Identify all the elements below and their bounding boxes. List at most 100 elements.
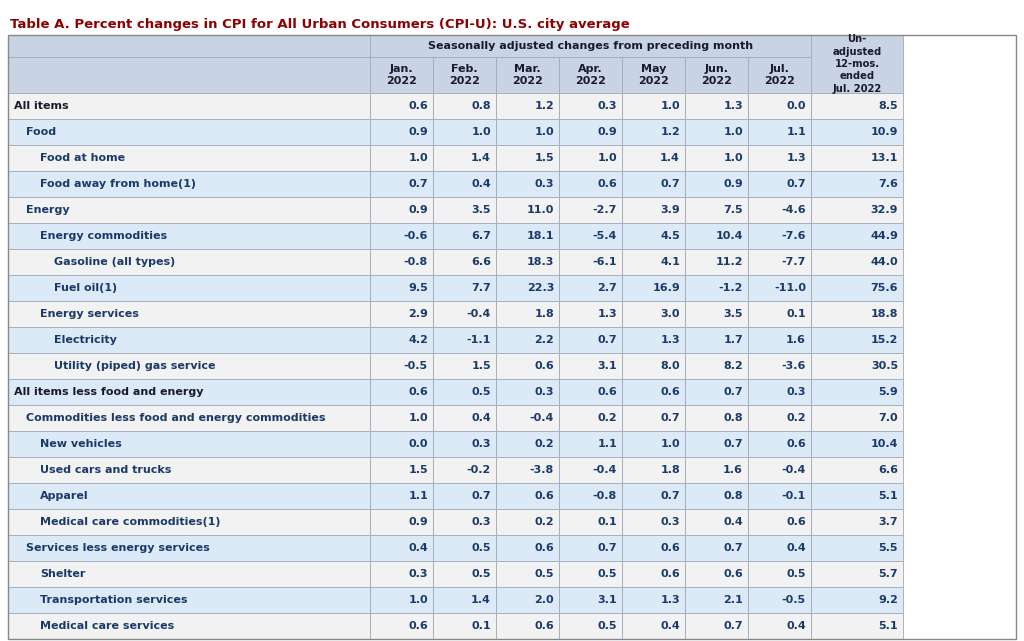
Text: Jun.
2022: Jun. 2022 <box>701 64 732 86</box>
Text: Electricity: Electricity <box>54 335 117 345</box>
Bar <box>8 275 370 301</box>
Bar <box>748 327 811 353</box>
Text: -5.4: -5.4 <box>593 231 617 241</box>
Bar <box>811 223 903 249</box>
Text: 5.1: 5.1 <box>879 491 898 501</box>
Bar <box>8 353 370 379</box>
Bar <box>8 613 370 639</box>
Text: Apr.
2022: Apr. 2022 <box>575 64 606 86</box>
Text: Services less energy services: Services less energy services <box>26 543 210 553</box>
Text: 0.6: 0.6 <box>597 179 617 189</box>
Bar <box>811 509 903 535</box>
Bar <box>811 197 903 223</box>
Bar <box>370 249 433 275</box>
Text: 0.7: 0.7 <box>723 621 743 631</box>
Text: 2.0: 2.0 <box>535 595 554 605</box>
Text: 0.1: 0.1 <box>786 309 806 319</box>
Text: 4.5: 4.5 <box>660 231 680 241</box>
Text: Food: Food <box>26 127 56 137</box>
Bar <box>496 483 559 509</box>
Bar <box>811 119 903 145</box>
Text: Transportation services: Transportation services <box>40 595 187 605</box>
Text: 0.5: 0.5 <box>471 387 490 397</box>
Bar <box>748 509 811 535</box>
Text: 75.6: 75.6 <box>870 283 898 293</box>
Bar <box>811 93 903 119</box>
Bar <box>748 353 811 379</box>
Bar <box>622 57 685 93</box>
Bar <box>811 35 903 93</box>
Bar <box>496 145 559 171</box>
Text: 0.8: 0.8 <box>723 491 743 501</box>
Bar <box>370 171 433 197</box>
Text: Shelter: Shelter <box>40 569 85 579</box>
Text: Commodities less food and energy commodities: Commodities less food and energy commodi… <box>26 413 326 423</box>
Bar <box>8 249 370 275</box>
Bar <box>559 509 622 535</box>
Bar <box>622 431 685 457</box>
Text: -3.8: -3.8 <box>529 465 554 475</box>
Bar <box>811 301 903 327</box>
Bar <box>559 275 622 301</box>
Bar <box>685 223 748 249</box>
Bar <box>8 119 370 145</box>
Text: Energy: Energy <box>26 205 70 215</box>
Bar <box>496 561 559 587</box>
Text: 0.9: 0.9 <box>409 127 428 137</box>
Bar <box>496 457 559 483</box>
Text: 8.5: 8.5 <box>879 101 898 111</box>
Bar <box>811 613 903 639</box>
Bar <box>685 613 748 639</box>
Bar <box>496 379 559 405</box>
Bar <box>622 483 685 509</box>
Bar <box>559 223 622 249</box>
Text: 7.6: 7.6 <box>879 179 898 189</box>
Bar <box>559 171 622 197</box>
Bar <box>685 171 748 197</box>
Bar <box>748 57 811 93</box>
Text: 5.9: 5.9 <box>879 387 898 397</box>
Bar <box>433 57 496 93</box>
Text: 1.0: 1.0 <box>471 127 490 137</box>
Text: 0.3: 0.3 <box>471 439 490 449</box>
Bar <box>433 509 496 535</box>
Text: 0.6: 0.6 <box>409 101 428 111</box>
Bar <box>370 405 433 431</box>
Bar <box>8 535 370 561</box>
Bar <box>748 197 811 223</box>
Text: 0.4: 0.4 <box>471 413 490 423</box>
Bar <box>685 301 748 327</box>
Text: 13.1: 13.1 <box>870 153 898 163</box>
Bar <box>433 587 496 613</box>
Bar <box>370 197 433 223</box>
Text: 0.3: 0.3 <box>535 179 554 189</box>
Bar <box>685 145 748 171</box>
Text: 0.5: 0.5 <box>535 569 554 579</box>
Bar <box>685 275 748 301</box>
Text: 3.9: 3.9 <box>660 205 680 215</box>
Bar <box>370 93 433 119</box>
Text: 0.7: 0.7 <box>786 179 806 189</box>
Text: 0.6: 0.6 <box>535 491 554 501</box>
Bar <box>559 457 622 483</box>
Bar <box>370 275 433 301</box>
Bar <box>811 561 903 587</box>
Bar <box>685 353 748 379</box>
Text: 10.4: 10.4 <box>870 439 898 449</box>
Text: 1.6: 1.6 <box>786 335 806 345</box>
Bar <box>496 301 559 327</box>
Bar <box>559 561 622 587</box>
Bar <box>8 197 370 223</box>
Bar <box>622 327 685 353</box>
Text: All items: All items <box>14 101 69 111</box>
Bar <box>8 35 370 57</box>
Bar <box>496 249 559 275</box>
Bar <box>685 457 748 483</box>
Text: Medical care services: Medical care services <box>40 621 174 631</box>
Bar <box>811 275 903 301</box>
Text: 2.1: 2.1 <box>723 595 743 605</box>
Bar <box>559 57 622 93</box>
Text: Energy commodities: Energy commodities <box>40 231 167 241</box>
Bar <box>685 57 748 93</box>
Bar <box>559 613 622 639</box>
